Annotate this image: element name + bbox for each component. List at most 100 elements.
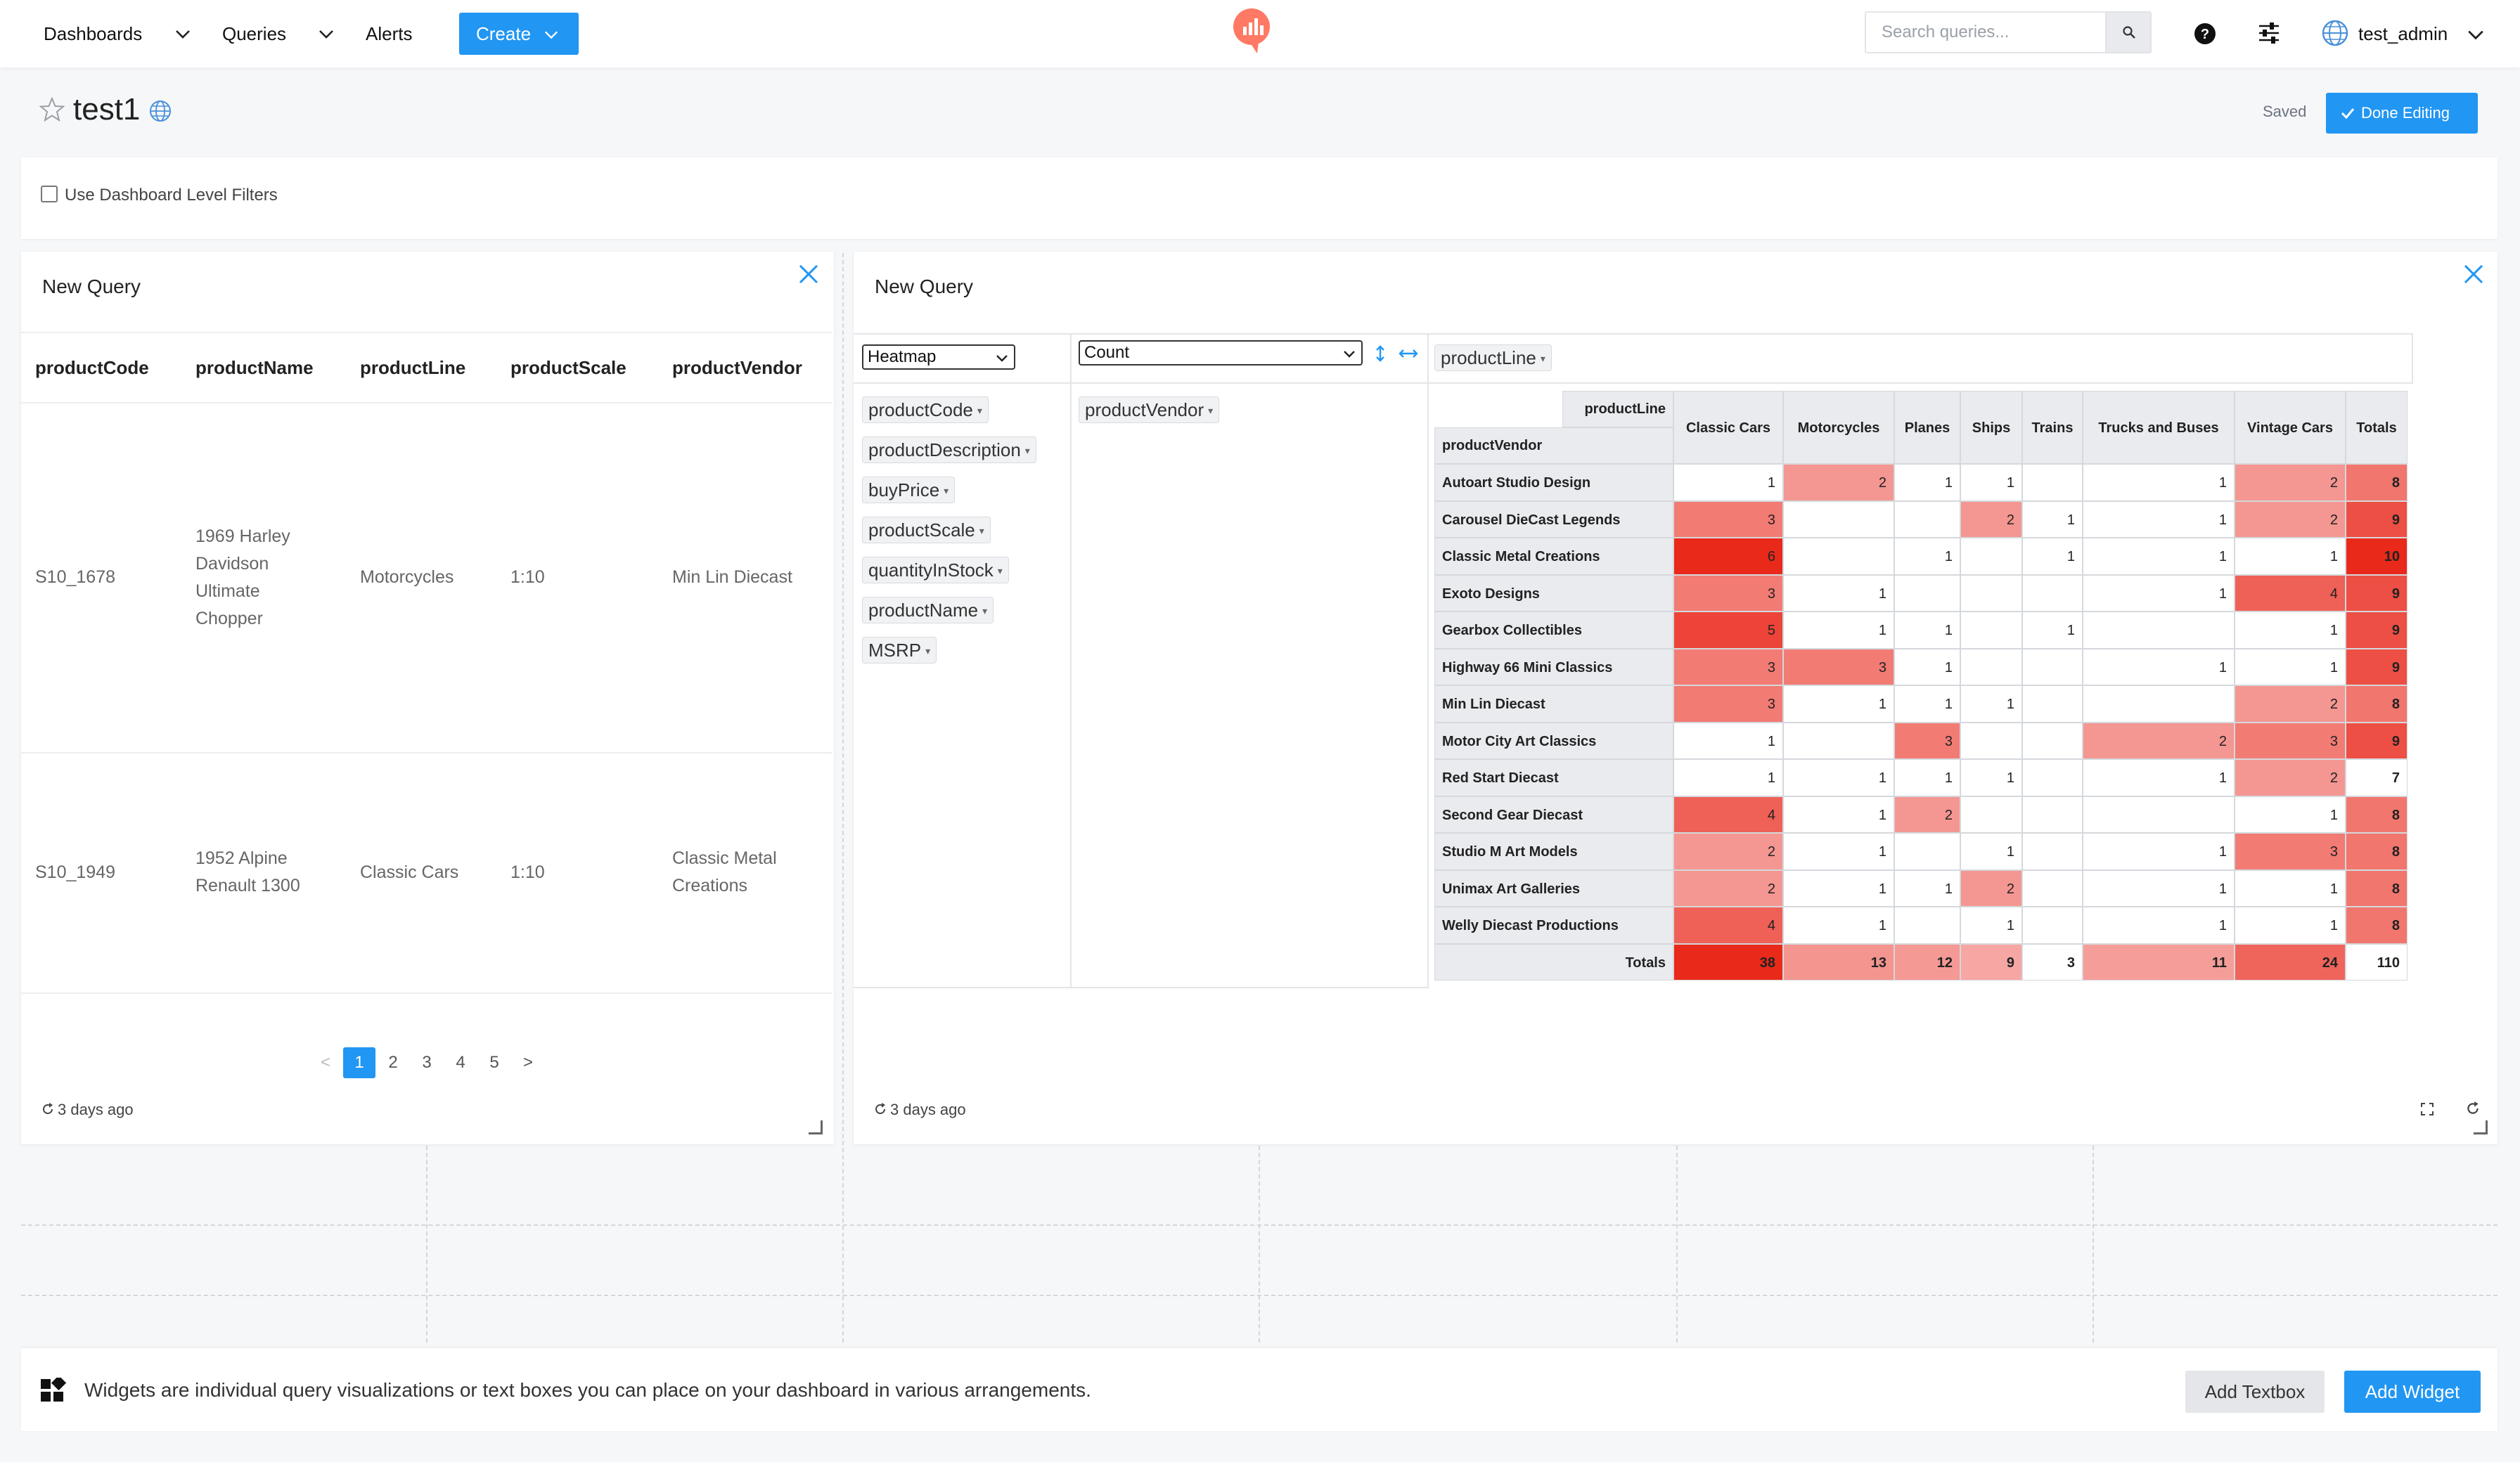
pivot-row-total: 9 — [2346, 648, 2408, 685]
pivot-row-header: Gearbox Collectibles — [1434, 612, 1673, 649]
create-button[interactable]: Create — [459, 13, 579, 55]
help-icon[interactable]: ? — [2194, 22, 2216, 45]
pivot-value-cell — [2083, 612, 2235, 649]
column-header[interactable]: productScale — [510, 357, 626, 378]
pivot-value-cell: 2 — [2235, 500, 2346, 538]
page-prev[interactable]: < — [320, 1053, 330, 1072]
done-editing-button[interactable]: Done Editing — [2326, 93, 2478, 134]
search-button[interactable] — [2105, 11, 2152, 53]
widget-table: New Query 3 days ago — [21, 252, 834, 1144]
table-divider — [21, 992, 832, 994]
pivot-value-cell: 1 — [1894, 759, 1960, 796]
pivot-value-cell: 1 — [1673, 759, 1783, 796]
pivot-attr[interactable]: productCode ▾ — [862, 396, 989, 423]
pivot-attr[interactable]: MSRP ▾ — [862, 637, 937, 664]
dashboard-filters-checkbox[interactable] — [41, 186, 58, 202]
attr-label: productScale — [868, 519, 975, 541]
attr-label: productCode — [868, 399, 973, 420]
chevron-down-icon[interactable] — [174, 25, 191, 42]
page-button[interactable]: 1 — [343, 1047, 375, 1078]
widget-title[interactable]: New Query — [42, 276, 141, 297]
page-button[interactable]: 5 — [489, 1053, 499, 1072]
column-header[interactable]: productName — [195, 357, 314, 378]
pivot-row-total: 9 — [2346, 612, 2408, 649]
sort-rows-icon[interactable] — [1372, 344, 1388, 363]
pivot-value-cell: 1 — [2022, 538, 2083, 575]
refresh-status[interactable]: 3 days ago — [41, 1101, 134, 1119]
page-title[interactable]: test1 — [73, 92, 141, 127]
pivot-col-header: Vintage Cars — [2235, 391, 2346, 464]
check-icon — [2341, 108, 2355, 119]
pivot-value-cell: 1 — [1960, 464, 2022, 501]
username[interactable]: test_admin — [2358, 23, 2448, 44]
column-header[interactable]: productCode — [35, 357, 149, 378]
nav-queries[interactable]: Queries — [222, 23, 287, 44]
pivot-row-header: Welly Diecast Productions — [1434, 907, 1673, 944]
close-icon[interactable] — [797, 263, 820, 285]
pivot-row-header: Studio M Art Models — [1434, 833, 1673, 870]
pivot-col-total: 38 — [1673, 943, 1783, 981]
grid-line — [1676, 1146, 1678, 1343]
refresh-icon[interactable] — [2465, 1101, 2481, 1116]
pivot-value-cell: 1 — [2083, 538, 2235, 575]
chevron-down-icon[interactable] — [318, 25, 335, 42]
add-widget-button[interactable]: Add Widget — [2344, 1371, 2481, 1413]
caret-down-icon: ▾ — [979, 525, 984, 536]
pivot-value-cell: 3 — [1783, 648, 1894, 685]
chevron-down-icon[interactable] — [2467, 25, 2485, 44]
pivot-divider — [854, 987, 1429, 988]
user-avatar-globe-icon[interactable] — [2322, 20, 2348, 46]
pivot-value-cell — [2022, 685, 2083, 723]
pivot-value-cell: 2 — [2235, 759, 2346, 796]
pivot-attr[interactable]: productDescription ▾ — [862, 436, 1036, 463]
pivot-value-cell: 1 — [2083, 464, 2235, 501]
add-widget-bar: Widgets are individual query visualizati… — [21, 1348, 2498, 1431]
page-button[interactable]: 3 — [422, 1053, 432, 1072]
pivot-totals-label: Totals — [1434, 943, 1673, 981]
search-input[interactable]: Search queries... — [1865, 11, 2107, 53]
pivot-value-cell — [1783, 538, 1894, 575]
cell-product-line: Motorcycles — [360, 567, 454, 587]
pivot-value-cell — [1783, 500, 1894, 538]
column-header[interactable]: productLine — [360, 357, 466, 378]
page-next[interactable]: > — [522, 1053, 533, 1072]
renderer-select[interactable]: Heatmap — [862, 344, 1015, 370]
add-textbox-button[interactable]: Add Textbox — [2185, 1371, 2325, 1413]
resize-handle[interactable] — [809, 1120, 823, 1134]
widgets-icon — [41, 1378, 66, 1402]
cell-product-scale: 1:10 — [510, 567, 545, 587]
sort-cols-icon[interactable] — [1398, 346, 1419, 361]
pivot-col-attr[interactable]: productLine ▾ — [1434, 344, 1552, 371]
fullscreen-icon[interactable] — [2420, 1102, 2434, 1116]
pivot-value-cell: 1 — [2083, 907, 2235, 944]
pivot-attr[interactable]: productScale ▾ — [862, 517, 991, 543]
attr-label: productName — [868, 600, 979, 621]
column-header[interactable]: productVendor — [672, 357, 802, 378]
attr-label: productVendor — [1085, 399, 1204, 420]
close-icon[interactable] — [2462, 263, 2485, 285]
pivot-value-cell: 1 — [1960, 907, 2022, 944]
page-button[interactable]: 4 — [456, 1053, 465, 1072]
redash-logo-icon[interactable] — [1232, 7, 1271, 53]
pivot-row-attr[interactable]: productVendor ▾ — [1079, 396, 1220, 423]
widget-title[interactable]: New Query — [875, 276, 974, 297]
favorite-star-icon[interactable] — [39, 97, 65, 122]
cell-text-line: Chopper — [195, 609, 263, 628]
resize-handle[interactable] — [2474, 1120, 2488, 1134]
nav-alerts[interactable]: Alerts — [366, 23, 413, 44]
settings-sliders-icon[interactable] — [2257, 21, 2281, 45]
caret-down-icon: ▾ — [977, 405, 982, 416]
pivot-attr[interactable]: productName ▾ — [862, 597, 994, 623]
nav-dashboards[interactable]: Dashboards — [44, 23, 143, 44]
pivot-value-cell — [2022, 648, 2083, 685]
pivot-value-cell: 1 — [2083, 869, 2235, 907]
page-button[interactable]: 2 — [388, 1053, 398, 1072]
aggregator-select[interactable]: Count — [1079, 340, 1363, 366]
pivot-col-total: 9 — [1960, 943, 2022, 981]
pivot-value-cell: 1 — [1894, 685, 1960, 723]
svg-text:?: ? — [2201, 27, 2209, 42]
refresh-status[interactable]: 3 days ago — [873, 1101, 966, 1119]
pivot-attr[interactable]: buyPrice ▾ — [862, 477, 956, 503]
pivot-attr[interactable]: quantityInStock ▾ — [862, 557, 1009, 583]
caret-down-icon: ▾ — [997, 565, 1003, 576]
